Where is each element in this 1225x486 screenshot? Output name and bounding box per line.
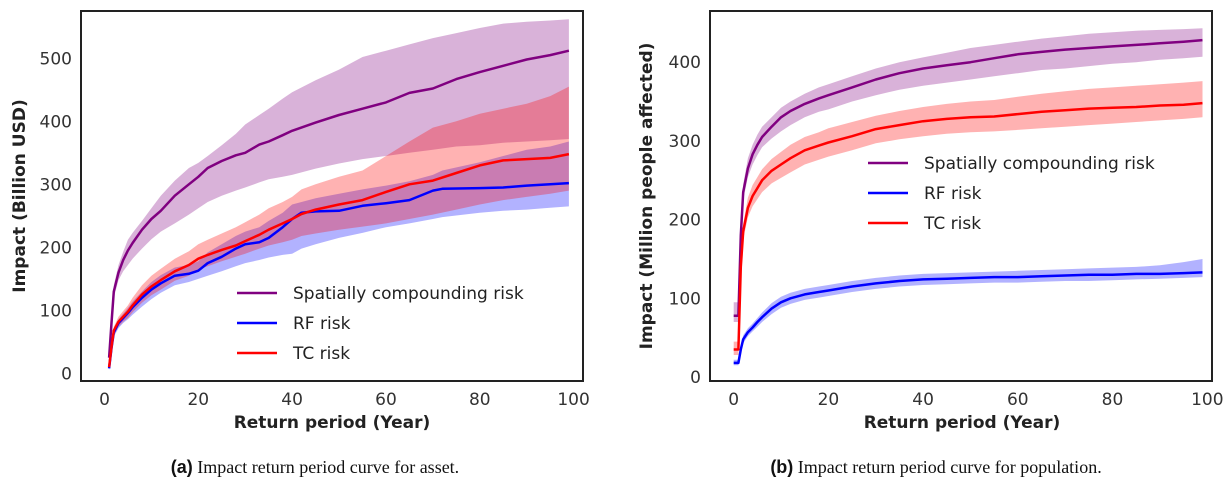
series-line-compound: [733, 38, 1203, 317]
chart-panel-population: 0 20 40 60 80 100 0 100 200 300 400 Return period…: [637, 10, 1224, 477]
legend-label-compound: Spatially compounding risk: [293, 284, 524, 304]
x-tick-label: 20: [187, 390, 209, 410]
y-tick-label: 200: [669, 211, 701, 231]
x-tick-label: 60: [1007, 390, 1029, 410]
y-tick-labels: 0 100 200 300 400: [669, 53, 701, 388]
caption-text: Impact return period curve for populatio…: [798, 457, 1102, 477]
caption-tag: (b): [770, 457, 793, 477]
x-tick-label: 80: [469, 390, 491, 410]
series-lines: [733, 38, 1203, 365]
x-tick-label: 0: [728, 390, 739, 410]
y-tick-label: 400: [40, 112, 72, 132]
caption-tag: (a): [171, 457, 193, 477]
y-tick-label: 100: [669, 289, 701, 309]
legend: Spatially compounding risk RF risk TC ri…: [237, 284, 524, 364]
legend-label-rf: RF risk: [293, 314, 351, 334]
y-tick-label: 300: [40, 175, 72, 195]
caption-text: Impact return period curve for asset.: [197, 457, 459, 477]
y-tick-labels: 0 100 200 300 400 500: [40, 49, 72, 384]
series-line-tc: [733, 101, 1203, 351]
x-axis-label: Return period (Year): [864, 413, 1061, 433]
y-tick-label: 200: [40, 238, 72, 258]
uncertainty-bands: [109, 19, 569, 371]
y-tick-label: 100: [40, 301, 72, 321]
x-tick-labels: 0 20 40 60 80 100: [99, 390, 590, 410]
legend-label-tc: TC risk: [923, 214, 981, 234]
series-line-tc: [107, 152, 570, 368]
x-tick-label: 60: [375, 390, 397, 410]
band-tc: [733, 81, 1203, 355]
y-tick-label: 400: [669, 53, 701, 73]
band-tc: [109, 86, 569, 370]
y-axis-label: Impact (Billion USD): [10, 99, 30, 292]
x-tick-label: 80: [1102, 390, 1124, 410]
y-axis-label: Impact (Million people affected): [637, 43, 657, 350]
caption-asset: (a) Impact return period curve for asset…: [171, 457, 459, 477]
series-line-rf: [733, 271, 1203, 365]
y-tick-label: 500: [40, 49, 72, 69]
plot-frame: [709, 10, 1213, 382]
legend-label-tc: TC risk: [292, 344, 350, 364]
plot-frame: [80, 10, 584, 382]
series-lines: [107, 49, 570, 369]
x-tick-label: 40: [912, 390, 934, 410]
y-tick-label: 300: [669, 132, 701, 152]
caption-population: (b) Impact return period curve for popul…: [770, 457, 1101, 477]
y-tick-label: 0: [61, 364, 72, 384]
chart-panel-asset: 0 20 40 60 80 100 0 100 200 300 400 500 Return per…: [10, 10, 590, 477]
x-tick-label: 100: [557, 390, 589, 410]
y-tick-label: 0: [690, 368, 701, 388]
band-compound: [733, 28, 1203, 323]
x-tick-label: 20: [818, 390, 840, 410]
x-tick-label: 40: [281, 390, 303, 410]
series-line-compound: [107, 49, 570, 358]
x-tick-label: 100: [1191, 390, 1223, 410]
legend: Spatially compounding risk RF risk TC ri…: [868, 154, 1155, 234]
x-tick-label: 0: [99, 390, 110, 410]
x-tick-labels: 0 20 40 60 80 100: [728, 390, 1223, 410]
legend-label-rf: RF risk: [924, 184, 982, 204]
legend-label-compound: Spatially compounding risk: [924, 154, 1155, 174]
x-axis-label: Return period (Year): [234, 413, 431, 433]
band-rf: [109, 141, 569, 371]
band-compound: [109, 19, 569, 360]
